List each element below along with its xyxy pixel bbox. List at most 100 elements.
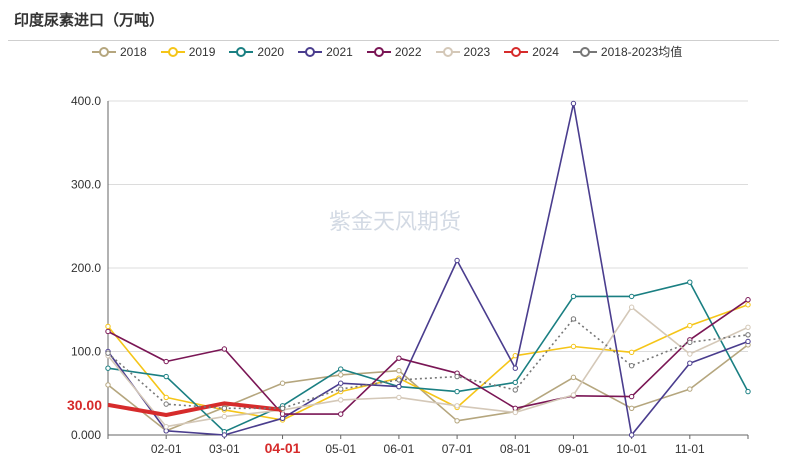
legend-item[interactable]: 2018 [92,43,147,60]
legend-item[interactable]: 2024 [504,43,559,60]
series-point-2018-2023均值 [279,405,286,411]
legend-marker-icon [572,46,597,57]
series-point-2019 [105,323,111,330]
legend-marker-icon [92,46,116,57]
series-point-2018 [454,418,460,424]
series-point-2020 [512,379,518,386]
x-tick-label: 11-01 [675,442,705,456]
series-point-2018-2023均值 [628,362,635,369]
series-point-2018 [687,386,693,392]
chart-title: 印度尿素进口（万吨） [14,12,165,29]
series-point-2023 [570,392,577,398]
series-point-2018-2023均值 [570,316,577,322]
x-tick-label: 07-01 [442,442,473,456]
series-point-2020 [105,365,111,371]
series-point-2022 [396,355,402,361]
series-point-2019 [687,322,693,329]
series-point-2018-2023均值 [745,332,751,338]
series-point-2023 [163,423,169,430]
series-point-2018-2023均值 [338,386,344,392]
series-line-2023 [107,306,749,428]
legend-label: 2019 [188,44,216,59]
series-point-2021 [687,360,693,366]
series-point-2022 [338,411,344,417]
title-divider [8,40,779,41]
series-point-2019 [745,302,751,308]
series-point-2023 [396,394,402,401]
legend-marker-icon [160,46,185,57]
series-point-2018 [105,382,111,388]
series-point-2023 [454,403,460,409]
series-point-2018-2023均值 [512,387,518,393]
legend-item[interactable]: 2021 [298,43,353,60]
series-line-2022 [107,299,749,415]
series-point-2023 [338,397,344,403]
legend-marker-icon [435,46,460,57]
legend-item[interactable]: 2020 [229,43,284,60]
series-point-2019 [628,349,635,356]
series-point-2021 [338,380,344,386]
series-point-2018 [396,368,402,374]
legend-marker-icon [298,46,323,57]
legend-item[interactable]: 2019 [160,43,216,60]
legend-item[interactable]: 2023 [435,43,491,60]
legend-label: 2023 [463,44,491,59]
chart-legend: 2018 2019 2020 2021 2022 2023 2024 2018-2023均值 [92,43,682,60]
x-tick-label: 03-01 [209,442,240,456]
y-tick-label: 400.0 [71,94,101,108]
x-tick-label: 05-01 [325,442,356,456]
legend-item[interactable]: 2022 [366,43,422,60]
series-line-2024 [107,401,283,417]
series-point-2021 [396,383,402,390]
latest-value-label: 30.00 [67,397,102,413]
series-point-2020 [163,373,169,380]
series-line-2020 [107,281,749,433]
series-point-2018-2023均值 [396,377,402,383]
series-point-2019 [570,343,577,350]
x-tick-label: 06-01 [384,442,415,456]
series-point-2023 [745,324,751,330]
series-point-2020 [454,388,460,395]
watermark-text: 紫金天风期货 [329,209,461,234]
series-point-2020 [338,366,344,372]
series-point-2022 [745,297,751,303]
series-point-2018-2023均值 [687,339,693,346]
legend-label: 2018 [120,44,147,59]
x-tick-label: 04-01 [265,440,301,456]
legend-marker-icon [366,46,391,57]
series-point-2023 [512,409,518,416]
series-point-2022 [163,358,169,365]
legend-label: 2020 [257,44,285,59]
series-line-2021 [107,102,749,436]
series-point-2019 [512,352,518,359]
series-point-2021 [221,432,228,438]
series-point-2018-2023均值 [454,373,460,380]
legend-marker-icon [229,46,254,57]
series-point-2018 [628,405,635,411]
legend-label: 2021 [326,44,353,59]
series-point-2018 [570,374,577,381]
series-point-2022 [221,346,228,352]
series-point-2021 [512,365,518,371]
series-point-2020 [687,279,693,285]
legend-item[interactable]: 2018-2023均值 [572,43,683,60]
legend-label: 2018-2023均值 [600,45,683,59]
y-tick-label: 0.000 [71,428,101,442]
series-point-2023 [687,351,693,357]
legend-label: 2024 [532,44,559,59]
y-tick-label: 100.0 [71,345,101,359]
series-point-2019 [163,394,169,401]
series-point-2022 [628,393,635,400]
series-point-2020 [745,388,751,395]
series-line-2018 [107,344,749,432]
x-tick-label: 08-01 [500,442,531,456]
series-point-2021 [570,100,577,107]
y-tick-label: 300.0 [71,178,101,192]
series-point-2021 [745,338,751,345]
series-point-2018-2023均值 [163,401,169,407]
series-point-2020 [628,293,635,300]
series-point-2018 [338,372,344,378]
legend-label: 2022 [394,44,422,59]
legend-marker-icon [504,46,529,57]
